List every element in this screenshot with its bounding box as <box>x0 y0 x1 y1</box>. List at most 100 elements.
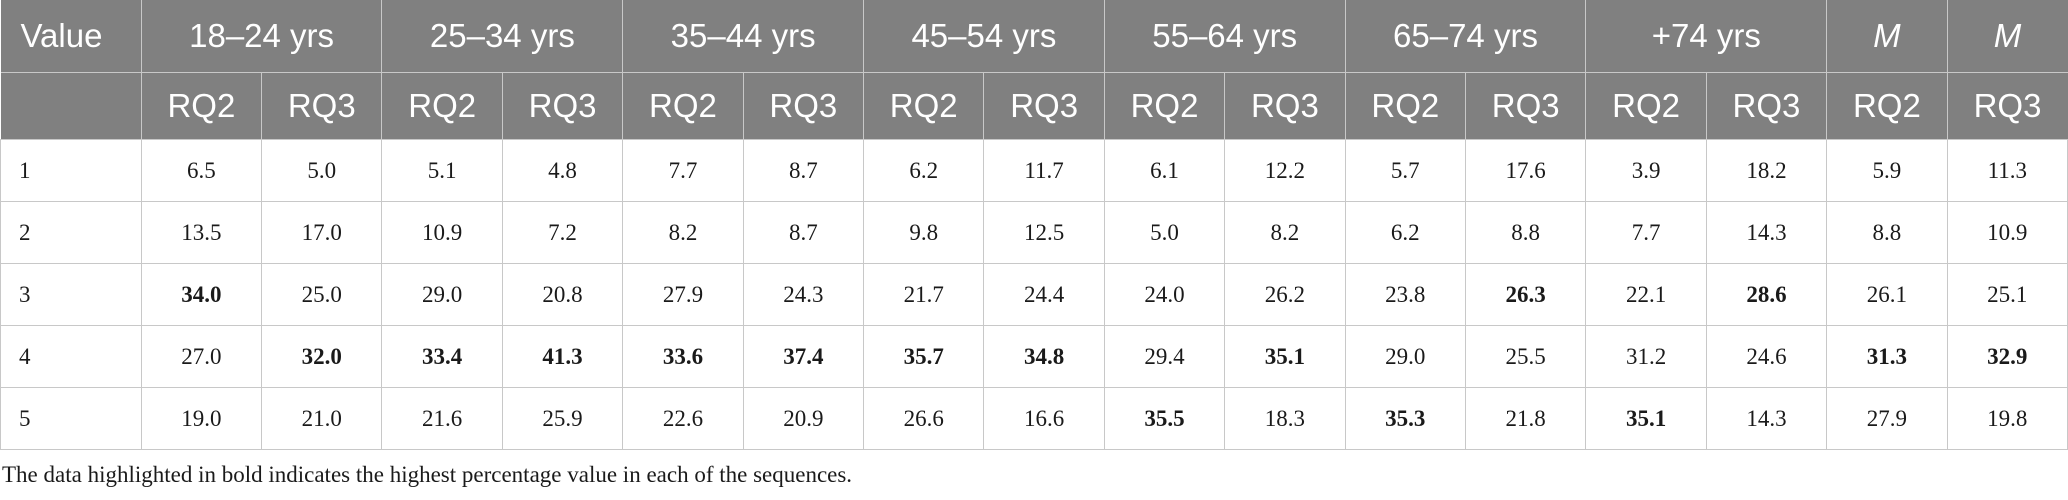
table-cell: 10.9 <box>1946 201 2068 264</box>
table-cell: 25.9 <box>501 387 624 450</box>
table-cell: 18.3 <box>1224 387 1346 450</box>
table-cell: 22.1 <box>1585 263 1707 326</box>
table-cell: 3.9 <box>1585 139 1707 202</box>
table-cell: 8.8 <box>1464 201 1587 264</box>
table-cell: 7.7 <box>1585 201 1707 264</box>
subheader: RQ3 <box>1224 72 1346 140</box>
row-label: 1 <box>0 139 142 202</box>
table-cell: 27.0 <box>140 325 263 388</box>
table-row: 1 6.5 5.0 5.1 4.8 7.7 8.7 6.2 11.7 6.1 12.2 5.7 17.6… <box>0 139 2068 202</box>
table-cell: 6.5 <box>140 139 263 202</box>
subheader: RQ3 <box>261 72 382 140</box>
subheader: RQ2 <box>1826 72 1948 140</box>
subheader: RQ2 <box>381 72 503 140</box>
table-cell: 5.0 <box>1103 201 1226 264</box>
table-cell: 7.7 <box>622 139 744 202</box>
row-label: 3 <box>0 263 142 326</box>
table-cell: 21.8 <box>1464 387 1587 450</box>
table-cell: 16.6 <box>983 387 1105 450</box>
table-cell: 13.5 <box>140 201 263 264</box>
table-cell: 11.7 <box>983 139 1105 202</box>
table-cell: 35.1 <box>1585 387 1707 450</box>
value-column-header: Value <box>0 0 142 73</box>
table-cell: 14.3 <box>1705 201 1828 264</box>
group-header-45-54: 45–54 yrs <box>863 0 1105 73</box>
table-row: 3 34.0 25.0 29.0 20.8 27.9 24.3 21.7 24.4 24.0 26.… <box>0 263 2068 326</box>
table-cell: 19.8 <box>1946 387 2068 450</box>
table-cell: 6.2 <box>863 139 985 202</box>
table-cell: 21.0 <box>261 387 383 450</box>
table-cell: 32.9 <box>1946 325 2068 388</box>
table-cell: 8.8 <box>1826 201 1948 264</box>
table-cell: 7.2 <box>501 201 624 264</box>
table-cell: 19.0 <box>140 387 263 450</box>
table-cell: 34.8 <box>983 325 1105 388</box>
subheader: RQ3 <box>1464 72 1586 140</box>
table-cell: 8.2 <box>1224 201 1346 264</box>
table-cell: 24.3 <box>742 263 865 326</box>
table-cell: 29.0 <box>1344 325 1466 388</box>
header-row-subheaders: RQ2 RQ3 RQ2 RQ3 RQ2 RQ3 RQ2 RQ3 RQ2 RQ3 … <box>0 72 2068 140</box>
table-cell: 8.7 <box>742 139 865 202</box>
table-cell: 23.8 <box>1344 263 1466 326</box>
table-cell: 17.0 <box>261 201 383 264</box>
group-header-18-24: 18–24 yrs <box>140 0 382 73</box>
table-cell: 11.3 <box>1946 139 2068 202</box>
row-label: 2 <box>0 201 142 264</box>
subheader: RQ2 <box>140 72 262 140</box>
table-cell: 33.4 <box>381 325 503 388</box>
group-header-35-44: 35–44 yrs <box>622 0 864 73</box>
table-cell: 8.2 <box>622 201 744 264</box>
table-cell: 17.6 <box>1464 139 1587 202</box>
table-cell: 26.1 <box>1826 263 1948 326</box>
table-cell: 32.0 <box>261 325 383 388</box>
subheader: RQ3 <box>1946 72 2068 140</box>
table-cell: 27.9 <box>1826 387 1948 450</box>
table-cell: 35.3 <box>1344 387 1466 450</box>
table-body: 1 6.5 5.0 5.1 4.8 7.7 8.7 6.2 11.7 6.1 12.2 5.7 17.6… <box>0 139 2068 450</box>
table-cell: 34.0 <box>140 263 263 326</box>
table-cell: 12.2 <box>1224 139 1346 202</box>
table-cell: 21.7 <box>863 263 985 326</box>
table-cell: 31.2 <box>1585 325 1707 388</box>
table-cell: 5.7 <box>1344 139 1466 202</box>
table-cell: 25.5 <box>1464 325 1587 388</box>
group-header-over-74: +74 yrs <box>1585 0 1827 73</box>
subheader: RQ3 <box>1705 72 1827 140</box>
table-cell: 26.6 <box>863 387 985 450</box>
table-cell: 5.1 <box>381 139 503 202</box>
header-row-groups: Value 18–24 yrs 25–34 yrs 35–44 yrs 45–5… <box>0 0 2068 73</box>
table-cell: 24.4 <box>983 263 1105 326</box>
table-row: 5 19.0 21.0 21.6 25.9 22.6 20.9 26.6 16.6 35.5 18.… <box>0 387 2068 450</box>
table-cell: 27.9 <box>622 263 744 326</box>
subheader: RQ2 <box>863 72 984 140</box>
table-cell: 35.1 <box>1224 325 1346 388</box>
table-cell: 29.0 <box>381 263 503 326</box>
subheader: RQ3 <box>742 72 864 140</box>
subheader: RQ2 <box>1103 72 1225 140</box>
table-cell: 5.9 <box>1826 139 1948 202</box>
table-cell: 12.5 <box>983 201 1105 264</box>
group-header-mean-rq3: M <box>1946 0 2068 73</box>
subheader: RQ2 <box>1585 72 1707 140</box>
row-label: 4 <box>0 325 142 388</box>
data-table-container: Value 18–24 yrs 25–34 yrs 35–44 yrs 45–5… <box>0 0 2068 450</box>
table-cell: 35.5 <box>1103 387 1226 450</box>
table-cell: 33.6 <box>622 325 744 388</box>
group-header-55-64: 55–64 yrs <box>1103 0 1346 73</box>
table-cell: 21.6 <box>381 387 503 450</box>
table-cell: 4.8 <box>501 139 624 202</box>
table-cell: 26.2 <box>1224 263 1346 326</box>
table-cell: 41.3 <box>501 325 624 388</box>
table-header: Value 18–24 yrs 25–34 yrs 35–44 yrs 45–5… <box>0 0 2068 140</box>
subheader: RQ2 <box>1344 72 1466 140</box>
table-cell: 31.3 <box>1826 325 1948 388</box>
table-cell: 37.4 <box>742 325 865 388</box>
table-row: 2 13.5 17.0 10.9 7.2 8.2 8.7 9.8 12.5 5.0 8.2 6.2 8.… <box>0 201 2068 264</box>
subheader: RQ2 <box>622 72 744 140</box>
table-cell: 26.3 <box>1464 263 1587 326</box>
table-cell: 18.2 <box>1705 139 1828 202</box>
group-header-65-74: 65–74 yrs <box>1344 0 1586 73</box>
table-cell: 28.6 <box>1705 263 1828 326</box>
table-cell: 14.3 <box>1705 387 1828 450</box>
